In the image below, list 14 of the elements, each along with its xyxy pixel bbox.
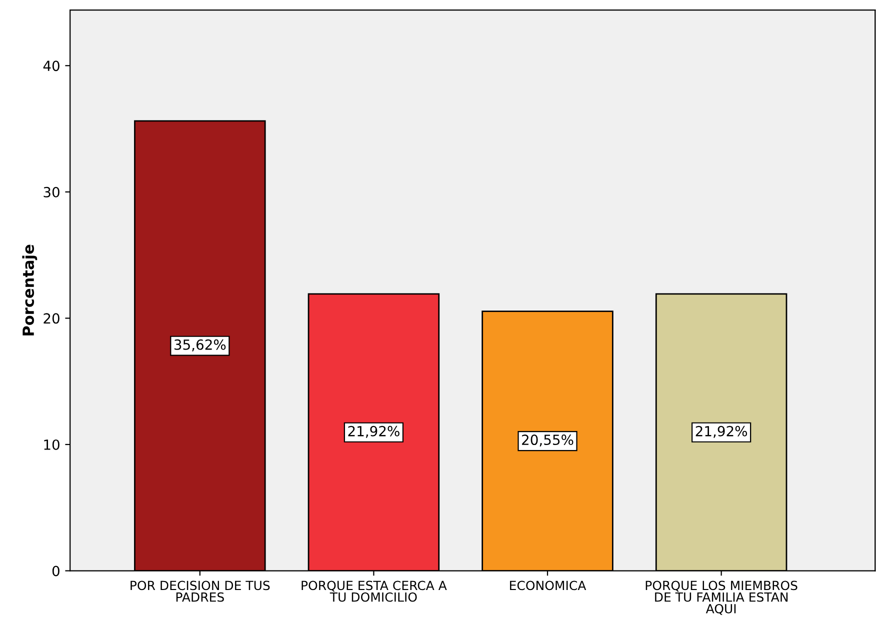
y-tick-label: 30: [44, 186, 60, 198]
x-tick-label: PORQUE LOS MIEMBROS DE TU FAMILIA ESTAN AQUI: [646, 580, 798, 615]
y-tick-label: 10: [44, 439, 60, 450]
data-label: 21,92%: [348, 426, 400, 438]
data-label: 20,55%: [522, 434, 574, 446]
y-axis-title: Porcentaje: [22, 244, 38, 336]
x-tick-label: ECONOMICA: [510, 580, 586, 590]
data-label: 21,92%: [696, 426, 748, 438]
x-tick-label: PORQUE ESTA CERCA A TU DOMICILIO: [302, 580, 447, 602]
x-tick-label: POR DECISION DE TUS PADRES: [130, 580, 270, 602]
data-label: 35,62%: [174, 339, 226, 352]
y-tick-label: 40: [43, 60, 60, 72]
y-tick-label: 20: [44, 313, 60, 324]
y-tick-label: 0: [52, 566, 60, 576]
